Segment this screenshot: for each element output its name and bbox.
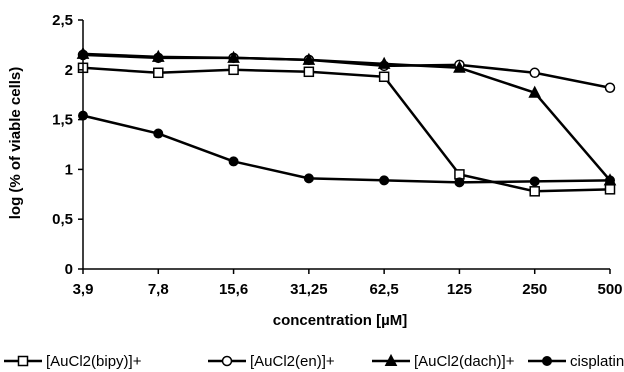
marker-circle-filled-point (228, 156, 239, 167)
x-tick-label: 500 (597, 281, 622, 298)
marker-circle-filled-point (454, 177, 465, 188)
legend-label: cisplatin (570, 353, 624, 370)
legend: [AuCl2(bipy)]+ [AuCl2(en)]+ [AuCl2(dach)]+… (4, 353, 624, 370)
marker-circle-filled-point (153, 128, 164, 139)
plot-area (76, 46, 617, 197)
legend-item: [AuCl2(dach)]+ (372, 353, 515, 370)
marker-circle-filled-legend (542, 356, 552, 366)
legend-item: [AuCl2(en)]+ (208, 353, 335, 370)
marker-circle-filled-point (605, 175, 615, 186)
marker-circle-open-point (529, 67, 540, 79)
marker-square-point (604, 184, 616, 195)
x-tick-label: 125 (447, 281, 472, 298)
y-tick-label: 0 (65, 261, 73, 278)
marker-circle-open-point (604, 82, 616, 93)
series-line (82, 52, 611, 182)
series-3 (78, 110, 615, 188)
x-ticks: 3,9 7,8 15,6 31,25 62,5 125 250 500 (73, 269, 623, 298)
x-axis-title: concentration [µM] (273, 312, 407, 329)
legend-label: [AuCl2(dach)]+ (414, 353, 515, 370)
marker-circle-filled-point (379, 175, 390, 186)
marker-square-point (228, 64, 239, 76)
x-tick-label: 3,9 (73, 281, 94, 298)
marker-triangle-point (528, 85, 542, 98)
marker-triangle-point (453, 60, 466, 73)
marker-triangle-point (151, 49, 165, 62)
y-tick-label: 0,5 (52, 211, 73, 228)
legend-item: [AuCl2(bipy)]+ (4, 353, 142, 370)
marker-circle-open-legend (221, 355, 233, 367)
y-tick-label: 2,5 (52, 12, 73, 29)
series-line (82, 114, 611, 184)
marker-square-point (153, 67, 164, 79)
marker-triangle-point (227, 50, 240, 63)
y-tick-label: 1 (65, 161, 73, 178)
legend-label: [AuCl2(en)]+ (250, 353, 335, 370)
axes: 0 0,5 1 1,5 2 2,5 3,9 7,8 15,6 31,25 62,5 125 250 50… (7, 12, 623, 329)
x-tick-label: 250 (522, 281, 547, 298)
x-tick-label: 62,5 (370, 281, 399, 298)
y-tick-label: 2 (65, 62, 73, 79)
marker-square-point (529, 186, 540, 197)
marker-triangle-legend (384, 353, 398, 366)
marker-square-point (303, 66, 315, 78)
marker-triangle-point (302, 52, 316, 65)
x-tick-label: 7,8 (148, 281, 169, 298)
legend-label: [AuCl2(bipy)]+ (46, 353, 142, 370)
marker-square-legend (17, 355, 29, 367)
marker-square-point (378, 71, 390, 83)
marker-circle-filled-point (303, 173, 314, 184)
series-line (82, 66, 611, 193)
x-tick-label: 15,6 (219, 281, 248, 298)
series-2 (76, 46, 617, 186)
y-ticks: 0 0,5 1 1,5 2 2,5 (52, 12, 83, 278)
marker-triangle-point (377, 56, 391, 69)
marker-circle-filled-point (529, 176, 540, 187)
y-tick-label: 1,5 (52, 112, 73, 129)
legend-item: cisplatin (528, 353, 624, 370)
x-tick-label: 31,25 (290, 281, 328, 298)
y-axis-title: log (% of viable cells) (7, 67, 24, 220)
